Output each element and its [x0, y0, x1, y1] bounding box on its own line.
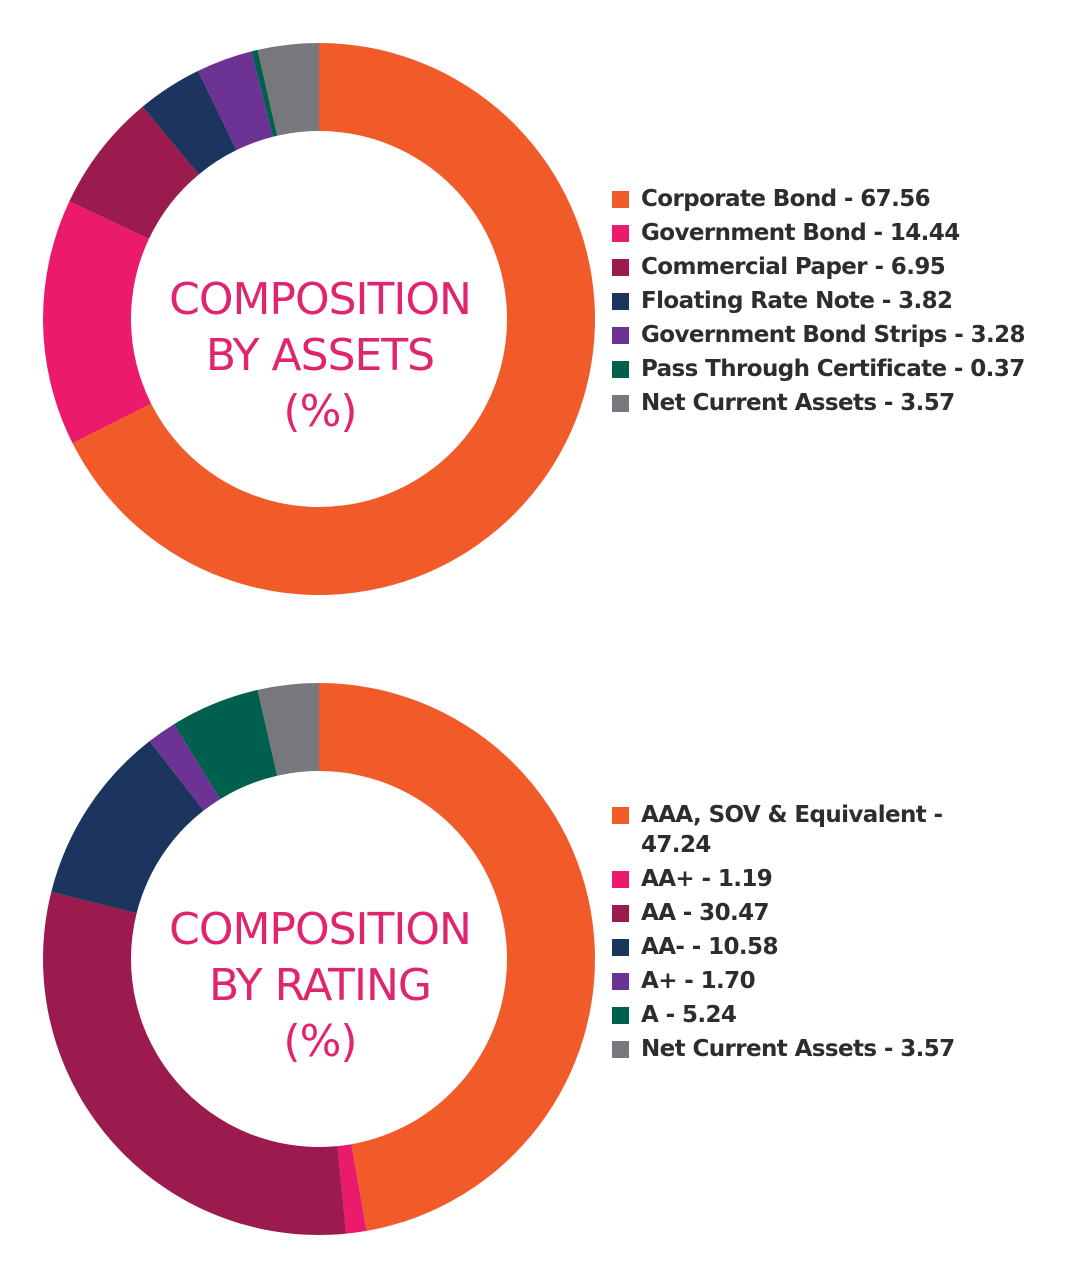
- center-title-line: (%): [283, 386, 357, 437]
- legend-swatch: [612, 939, 629, 956]
- legend-swatch: [612, 1007, 629, 1024]
- legend-swatch: [612, 395, 629, 412]
- legend-item: AAA, SOV & Equivalent - 47.24: [612, 800, 1052, 860]
- legend-swatch: [612, 871, 629, 888]
- donut-slice: [257, 683, 319, 776]
- legend-item: Commercial Paper - 6.95: [612, 252, 1052, 282]
- legend-item: AA+ - 1.19: [612, 864, 1052, 894]
- donut-slice: [72, 43, 596, 596]
- legend-swatch: [612, 807, 629, 824]
- donut-slice: [251, 49, 278, 137]
- legend-swatch: [612, 361, 629, 378]
- legend-label: Pass Through Certificate - 0.37: [641, 356, 1025, 382]
- legend-label: Net Current Assets - 3.57: [641, 390, 955, 416]
- legend-item: Net Current Assets - 3.57: [612, 388, 1052, 418]
- legend-label: A - 5.24: [641, 1002, 737, 1028]
- center-title-line: BY RATING: [209, 960, 432, 1011]
- rating-composition-chart: COMPOSITION BY RATING (%) AAA, SOV & Equ…: [0, 640, 1072, 1278]
- assets-legend: Corporate Bond - 67.56 Government Bond -…: [612, 184, 1052, 422]
- rating-center-title: COMPOSITION BY RATING (%): [140, 902, 500, 1070]
- legend-label: Government Bond - 14.44: [641, 220, 960, 246]
- legend-label: Corporate Bond - 67.56: [641, 186, 931, 212]
- donut-slice: [319, 683, 596, 1231]
- legend-label: Floating Rate Note - 3.82: [641, 288, 953, 314]
- legend-label: A+ - 1.70: [641, 968, 756, 994]
- donut-slice: [69, 106, 199, 239]
- legend-swatch: [612, 1041, 629, 1058]
- legend-swatch: [612, 259, 629, 276]
- legend-item: A - 5.24: [612, 1000, 1052, 1030]
- donut-slice: [173, 689, 278, 800]
- legend-item: Government Bond - 14.44: [612, 218, 1052, 248]
- legend-label: Government Bond Strips - 3.28: [641, 322, 1026, 348]
- legend-item: Floating Rate Note - 3.82: [612, 286, 1052, 316]
- assets-donut: [42, 43, 596, 596]
- donut-slice: [198, 51, 273, 151]
- legend-swatch: [612, 973, 629, 990]
- donut-slice: [51, 741, 204, 914]
- legend-item: Corporate Bond - 67.56: [612, 184, 1052, 214]
- legend-item: AA - 30.47: [612, 898, 1052, 928]
- donut-slice: [42, 201, 152, 444]
- legend-label: AA - 30.47: [641, 900, 770, 926]
- legend-label: Commercial Paper - 6.95: [641, 254, 946, 280]
- center-title-line: COMPOSITION: [169, 274, 472, 325]
- center-title-line: COMPOSITION: [169, 904, 472, 955]
- donut-slice: [337, 1144, 367, 1234]
- legend-item: Pass Through Certificate - 0.37: [612, 354, 1052, 384]
- center-title-line: (%): [283, 1016, 357, 1067]
- assets-composition-chart: COMPOSITION BY ASSETS (%) Corporate Bond…: [42, 43, 1052, 596]
- legend-swatch: [612, 191, 629, 208]
- donut-slice: [43, 891, 347, 1235]
- legend-swatch: [612, 225, 629, 242]
- legend-label: Net Current Assets - 3.57: [641, 1036, 955, 1062]
- legend-item: AA- - 10.58: [612, 932, 1052, 962]
- donut-slice: [149, 724, 221, 811]
- rating-donut: [43, 683, 596, 1235]
- legend-item: Net Current Assets - 3.57: [612, 1034, 1052, 1064]
- legend-label: AA+ - 1.19: [641, 866, 773, 892]
- donut-slice: [257, 43, 319, 136]
- legend-label: AA- - 10.58: [641, 934, 778, 960]
- donut-slice: [142, 70, 237, 175]
- legend-item: Government Bond Strips - 3.28: [612, 320, 1052, 350]
- legend-swatch: [612, 293, 629, 310]
- legend-label: AAA, SOV & Equivalent - 47.24: [641, 802, 943, 858]
- assets-center-title: COMPOSITION BY ASSETS (%): [140, 272, 500, 440]
- center-title-line: BY ASSETS: [205, 330, 435, 381]
- legend-swatch: [612, 327, 629, 344]
- legend-swatch: [612, 905, 629, 922]
- rating-legend: AAA, SOV & Equivalent - 47.24 AA+ - 1.19…: [612, 800, 1052, 1068]
- legend-item: A+ - 1.70: [612, 966, 1052, 996]
